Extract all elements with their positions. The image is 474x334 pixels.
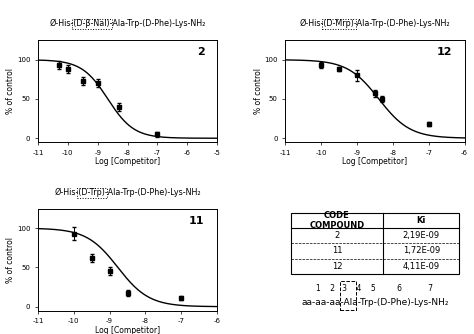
Text: 12: 12	[437, 47, 452, 57]
Y-axis label: % of control: % of control	[6, 68, 15, 114]
Text: 1,72E-09: 1,72E-09	[402, 246, 440, 256]
Title: Ø-His-(D-Mrp)-Ala-Trp-(D-Phe)-Lys-NH₂: Ø-His-(D-Mrp)-Ala-Trp-(D-Phe)-Lys-NH₂	[300, 19, 450, 28]
Text: 1    2   3    4    5         6           7: 1 2 3 4 5 6 7	[317, 284, 433, 293]
Title: Ø-His-(D-Trp)-Ala-Trp-(D-Phe)-Lys-NH₂: Ø-His-(D-Trp)-Ala-Trp-(D-Phe)-Lys-NH₂	[54, 187, 201, 197]
Text: 2: 2	[197, 47, 205, 57]
Text: aa-aa-aa-Ala-Trp-(D-Phe)-Lys-NH₂: aa-aa-aa-Ala-Trp-(D-Phe)-Lys-NH₂	[301, 298, 449, 307]
Bar	[72, 19, 112, 29]
Text: 2: 2	[334, 231, 339, 240]
Text: 11: 11	[332, 246, 342, 256]
Text: 2,19E-09: 2,19E-09	[403, 231, 440, 240]
Text: 12: 12	[332, 262, 342, 271]
Text: 4,11E-09: 4,11E-09	[403, 262, 440, 271]
Text: Ki: Ki	[417, 216, 426, 225]
Bar	[340, 281, 356, 310]
Bar	[291, 213, 459, 274]
Y-axis label: % of control: % of control	[254, 68, 263, 114]
X-axis label: Log [Competitor]: Log [Competitor]	[95, 157, 160, 166]
X-axis label: Log [Competitor]: Log [Competitor]	[342, 157, 408, 166]
Bar	[322, 19, 356, 29]
Text: 11: 11	[189, 216, 205, 226]
X-axis label: Log [Competitor]: Log [Competitor]	[95, 326, 160, 334]
Title: Ø-His-(D-β-Nal)-Ala-Trp-(D-Phe)-Lys-NH₂: Ø-His-(D-β-Nal)-Ala-Trp-(D-Phe)-Lys-NH₂	[49, 19, 206, 28]
Text: CODE
COMPOUND: CODE COMPOUND	[310, 210, 365, 230]
Bar	[77, 188, 107, 198]
Y-axis label: % of control: % of control	[6, 236, 15, 283]
